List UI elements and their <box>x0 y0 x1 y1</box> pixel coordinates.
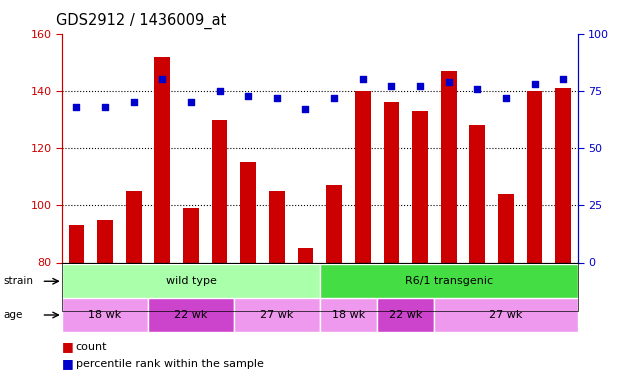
Point <box>558 76 568 82</box>
Bar <box>155 57 170 262</box>
Bar <box>62 264 320 298</box>
Bar <box>269 191 285 262</box>
Point <box>129 99 138 105</box>
Text: 27 wk: 27 wk <box>260 310 294 320</box>
Text: 18 wk: 18 wk <box>88 310 122 320</box>
Point <box>473 86 483 92</box>
Bar <box>183 208 199 262</box>
Bar <box>234 298 320 332</box>
Bar <box>469 125 485 262</box>
Text: 27 wk: 27 wk <box>489 310 523 320</box>
Point <box>215 88 225 94</box>
Bar <box>62 298 148 332</box>
Bar <box>355 91 371 262</box>
Point <box>415 83 425 89</box>
Point <box>186 99 196 105</box>
Bar <box>412 111 428 262</box>
Text: 22 wk: 22 wk <box>175 310 207 320</box>
Point <box>329 95 339 101</box>
Bar <box>434 298 578 332</box>
Bar <box>320 298 377 332</box>
Bar <box>384 102 399 262</box>
Point <box>530 81 540 87</box>
Text: R6/1 transgenic: R6/1 transgenic <box>405 276 492 286</box>
Bar <box>297 248 314 262</box>
Point <box>100 104 110 110</box>
Text: 18 wk: 18 wk <box>332 310 365 320</box>
Bar <box>498 194 514 262</box>
Point <box>501 95 511 101</box>
Point <box>358 76 368 82</box>
Bar <box>441 71 456 262</box>
Text: age: age <box>3 310 22 320</box>
Bar <box>377 298 434 332</box>
Text: 22 wk: 22 wk <box>389 310 422 320</box>
Bar <box>126 191 142 262</box>
Bar <box>212 120 227 262</box>
Point <box>272 95 282 101</box>
Bar <box>320 264 578 298</box>
Text: wild type: wild type <box>166 276 216 286</box>
Text: count: count <box>76 342 107 352</box>
Text: ■: ■ <box>62 340 74 353</box>
Text: strain: strain <box>3 276 33 286</box>
Bar <box>555 88 571 262</box>
Text: ■: ■ <box>62 357 74 370</box>
Point <box>157 76 167 82</box>
Point <box>443 79 453 85</box>
Point <box>71 104 81 110</box>
Bar <box>527 91 543 262</box>
Bar <box>240 162 256 262</box>
Bar <box>97 220 113 262</box>
Bar <box>326 185 342 262</box>
Point <box>243 93 253 99</box>
Text: GDS2912 / 1436009_at: GDS2912 / 1436009_at <box>56 13 226 29</box>
Point <box>386 83 396 89</box>
Bar <box>148 298 234 332</box>
Bar <box>68 225 84 262</box>
Text: percentile rank within the sample: percentile rank within the sample <box>76 359 264 369</box>
Point <box>301 106 310 112</box>
